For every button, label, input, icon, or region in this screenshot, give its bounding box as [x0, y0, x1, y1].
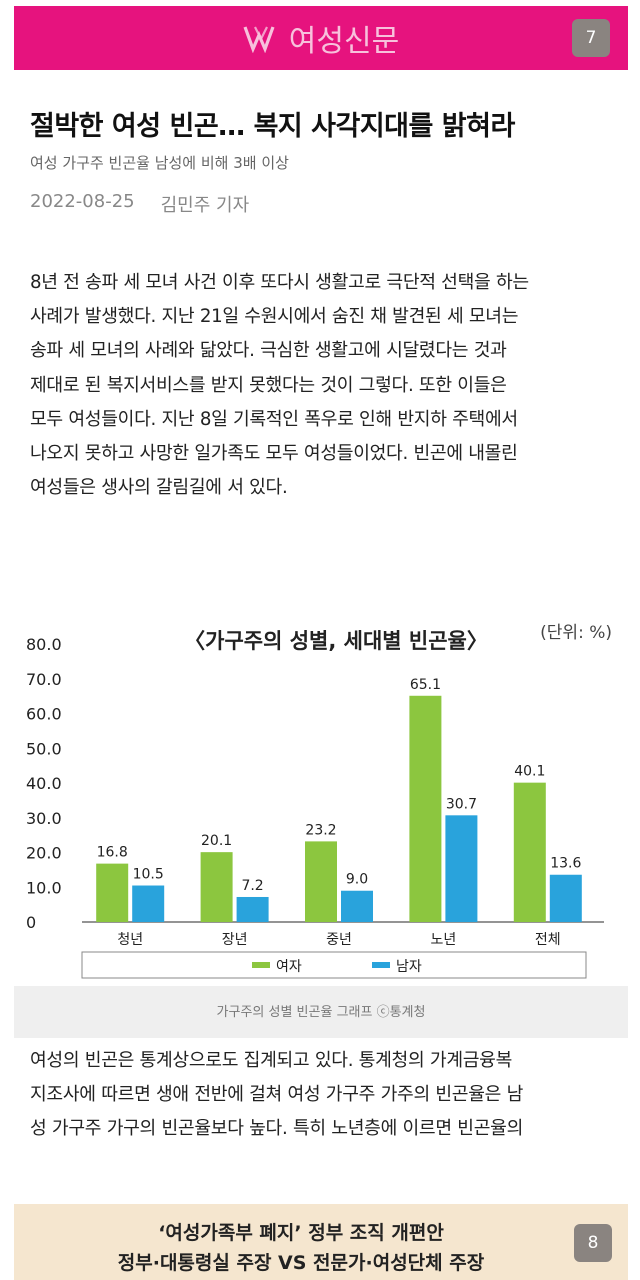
article-subtitle: 여성 가구주 빈곤율 남성에 비해 3배 이상 [30, 154, 289, 172]
page-number-badge: 7 [572, 19, 610, 57]
related-article-title: ‘여성가족부 폐지’ 정부 조직 개편안 [158, 1222, 444, 1244]
y-tick-label: 30.0 [26, 809, 62, 828]
paragraph-line: 8년 전 송파 세 모녀 사건 이후 또다시 생활고로 극단적 선택을 하는 [30, 272, 529, 293]
bar-남자-청년 [132, 885, 165, 922]
bar-value-label: 9.0 [346, 872, 368, 888]
chart-title: 〈가구주의 성별, 세대별 빈곤율〉 [184, 629, 488, 653]
legend-swatch [252, 962, 270, 968]
paragraph-line: 송파 세 모녀의 사례와 닮았다. 극심한 생활고에 시달렸다는 것과 [30, 340, 507, 362]
article-title: 절박한 여성 빈곤… 복지 사각지대를 밝혀라 [30, 111, 515, 142]
bar-남자-중년 [341, 890, 373, 922]
chart-bars: 16.8 10.5 20.1 7.2 23.2 9.0 65.1 30.7 40.1 13.6 [96, 677, 582, 922]
figure-caption: 가구주의 성별 빈곤율 그래프 ⓒ통계청 [216, 1005, 426, 1020]
bar-value-label: 16.8 [97, 845, 128, 861]
related-article-card[interactable]: ‘여성가족부 폐지’ 정부 조직 개편안 정부·대통령실 주장 VS 전문가·여… [14, 1204, 628, 1280]
y-tick-label: 10.0 [26, 878, 62, 897]
x-category-label: 청년 [117, 932, 143, 948]
related-article-subtitle: 정부·대통령실 주장 VS 전문가·여성단체 주장 [117, 1252, 485, 1274]
poverty-rate-chart: 〈가구주의 성별, 세대별 빈곤율〉 (단위: %) 80.0 70.0 60.0 5… [26, 623, 612, 979]
legend-box [81, 951, 587, 979]
site-header: 여성신문 7 [14, 6, 628, 70]
logo-mark-icon [243, 26, 275, 53]
paragraph-line: 지조사에 따르면 생애 전반에 걸쳐 여성 가구주 가주의 빈곤율은 남 [30, 1084, 524, 1106]
article-paragraph-1: 8년 전 송파 세 모녀 사건 이후 또다시 생활고로 극단적 선택을 하는 사… [30, 266, 614, 505]
article-author: 김민주 기자 [160, 195, 250, 216]
y-tick-label: 0 [26, 913, 36, 932]
y-tick-label: 50.0 [26, 739, 62, 758]
bar-남자-장년 [236, 896, 269, 922]
bar-여자-중년 [305, 841, 337, 922]
x-category-label: 전체 [535, 932, 561, 948]
bar-남자-노년 [445, 815, 478, 922]
article-paragraph-2: 여성의 빈곤은 통계상으로도 집계되고 있다. 통계청의 가계금융복 지조사에 … [30, 1044, 614, 1147]
bar-value-label: 65.1 [410, 677, 441, 693]
paragraph-line: 여성의 빈곤은 통계상으로도 집계되고 있다. 통계청의 가계금융복 [30, 1050, 513, 1071]
bar-value-label: 30.7 [446, 796, 477, 812]
paragraph-line: 성 가구주 가구의 빈곤율보다 높다. 특히 노년층에 이르면 빈곤율의 [30, 1118, 524, 1140]
chart-axes: 80.0 70.0 60.0 50.0 40.0 30.0 20.0 10.0 0 청년 장년 중년 노… [26, 635, 604, 948]
paragraph-line: 여성들은 생사의 갈림길에 서 있다. [30, 477, 288, 499]
legend-swatch [372, 962, 390, 968]
y-tick-label: 70.0 [26, 670, 62, 689]
bar-여자-청년 [96, 863, 129, 922]
y-tick-label: 80.0 [26, 635, 62, 654]
paragraph-line: 제대로 된 복지서비스를 받지 못했다는 것이 그렇다. 또한 이들은 [30, 374, 507, 396]
bar-value-label: 40.1 [514, 764, 545, 780]
bar-value-label: 7.2 [241, 878, 263, 894]
page-number-badge: 8 [574, 1224, 612, 1262]
bar-여자-노년 [409, 695, 442, 922]
article-figure: 〈가구주의 성별, 세대별 빈곤율〉 (단위: %) 80.0 70.0 60.0 5… [14, 588, 628, 1038]
y-tick-label: 40.0 [26, 774, 62, 793]
y-tick-label: 60.0 [26, 705, 62, 724]
x-category-label: 중년 [326, 932, 352, 948]
bar-남자-전체 [549, 874, 582, 922]
bar-value-label: 13.6 [550, 856, 581, 872]
article-date: 2022-08-25 [30, 191, 135, 212]
logo-text: 여성신문 [288, 24, 400, 59]
paragraph-line: 사례가 발생했다. 지난 21일 수원시에서 숨진 채 발견된 세 모녀는 [30, 306, 519, 328]
bar-여자-전체 [513, 782, 546, 922]
article-meta: 2022-08-25 김민주 기자 [30, 191, 249, 217]
bar-여자-장년 [200, 852, 233, 922]
x-category-label: 장년 [222, 932, 248, 948]
paragraph-line: 나오지 못하고 사망한 일가족도 모두 여성들이었다. 빈곤에 내몰린 [30, 443, 518, 465]
legend-label: 남자 [396, 959, 422, 975]
x-category-label: 노년 [431, 932, 457, 948]
bar-value-label: 20.1 [201, 833, 232, 849]
chart-unit-label: (단위: %) [540, 623, 612, 643]
legend-label: 여자 [276, 959, 302, 975]
paragraph-line: 모두 여성들이다. 지난 8일 기록적인 폭우로 인해 반지하 주택에서 [30, 408, 518, 430]
y-tick-label: 20.0 [26, 844, 62, 863]
bar-value-label: 23.2 [305, 822, 336, 838]
chart-legend: 여자 남자 [81, 951, 587, 979]
site-logo[interactable]: 여성신문 [243, 16, 399, 60]
chart-container: 〈가구주의 성별, 세대별 빈곤율〉 (단위: %) 80.0 70.0 60.0 5… [14, 588, 628, 986]
bar-value-label: 10.5 [133, 867, 164, 883]
